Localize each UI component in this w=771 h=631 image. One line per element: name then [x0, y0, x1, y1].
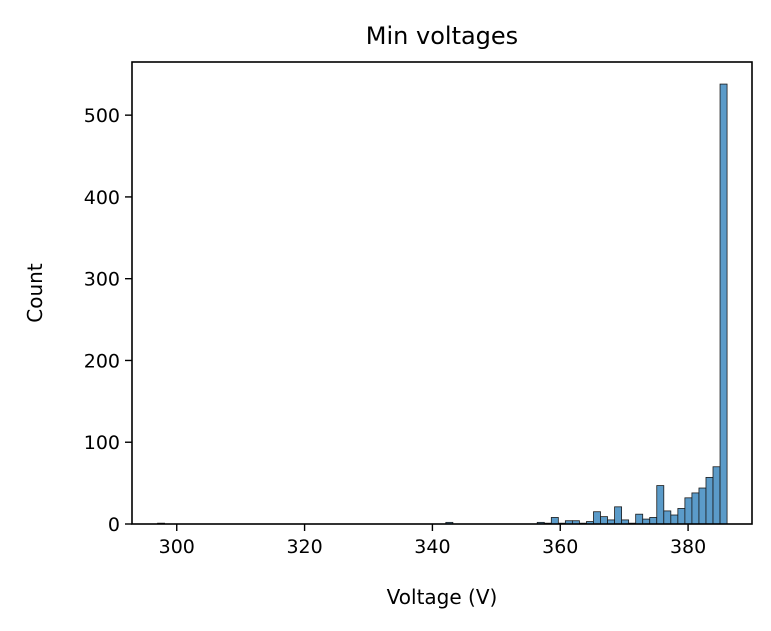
y-axis-label: Count — [23, 263, 47, 323]
x-axis-ticks: 300 320 340 360 380 — [159, 524, 706, 558]
x-tick-label: 320 — [286, 536, 322, 558]
x-tick-label: 300 — [159, 536, 195, 558]
histogram-bar — [635, 513, 644, 525]
histogram-bar — [656, 485, 665, 525]
histogram-bar — [600, 516, 608, 525]
y-axis-ticks: 0 100 200 300 400 500 — [84, 105, 132, 536]
x-tick-label: 360 — [542, 536, 578, 558]
histogram-bar — [691, 492, 700, 525]
histogram-bar — [670, 514, 679, 525]
y-tick-label: 400 — [84, 187, 120, 209]
histogram-bar — [593, 511, 601, 525]
histogram-bar — [712, 466, 721, 525]
histogram-bar — [614, 506, 623, 525]
x-tick-label: 340 — [414, 536, 450, 558]
histogram-bar — [684, 497, 693, 525]
histogram-bar — [663, 510, 672, 525]
x-tick-label: 380 — [670, 536, 706, 558]
bars-group — [157, 83, 728, 525]
plot-frame — [131, 61, 753, 525]
y-tick-label: 200 — [84, 350, 120, 372]
histogram-bar — [677, 508, 686, 525]
histogram-bar — [719, 83, 728, 525]
histogram-bar — [649, 517, 658, 525]
y-tick-label: 0 — [108, 514, 120, 536]
y-tick-label: 500 — [84, 105, 120, 127]
histogram-bar — [550, 517, 559, 525]
y-tick-label: 100 — [84, 432, 120, 454]
y-tick-label: 300 — [84, 269, 120, 291]
chart-title: Min voltages — [366, 22, 518, 50]
histogram-bar — [705, 476, 714, 525]
x-axis-label: Voltage (V) — [387, 585, 498, 609]
histogram-bar — [698, 487, 707, 525]
